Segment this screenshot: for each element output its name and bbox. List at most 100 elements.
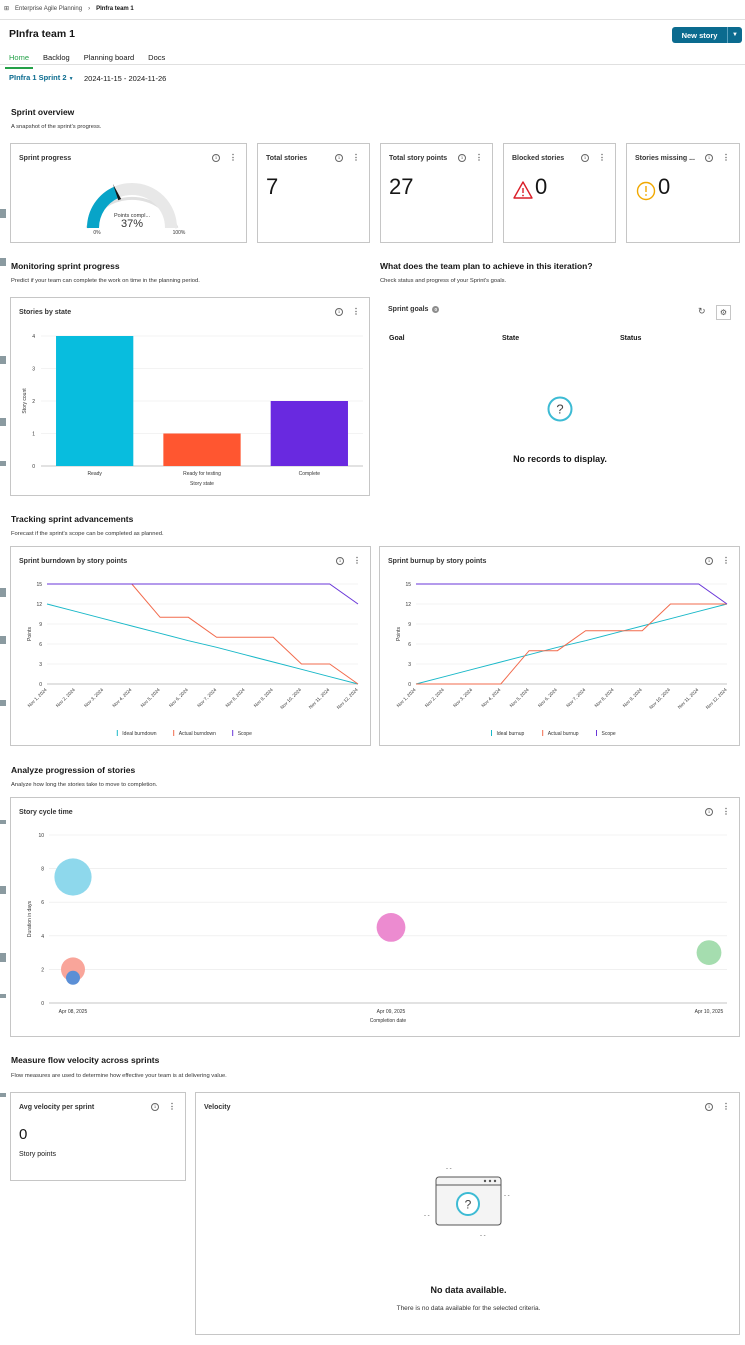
- card-sprint-burndown: Sprint burndown by story points i ⋮ 0 3 6 9 1…: [10, 546, 371, 746]
- overflow-menu-icon[interactable]: ⋮: [229, 153, 237, 162]
- blocked-stories-value: 0: [535, 174, 548, 199]
- gutter-marker: [0, 356, 6, 364]
- y-tick-label: 2: [32, 399, 35, 405]
- gutter-marker: [0, 994, 6, 998]
- card-story-cycle-time: Story cycle time i ⋮ 0 2 4 6 8 10 Apr 08, 2025 A…: [10, 797, 740, 1037]
- progress-gauge: Points compl... 37% 0% 100%: [85, 183, 186, 236]
- info-icon[interactable]: i: [151, 1103, 159, 1111]
- tab-docs[interactable]: Docs: [148, 53, 166, 62]
- goals-column-goal[interactable]: Goal: [389, 335, 405, 342]
- x-tick-label: Nov 7, 2024: [196, 687, 217, 708]
- card-title: Sprint burnup by story points: [388, 558, 487, 565]
- total-stories-value: 7: [266, 174, 279, 199]
- tab-planning-board[interactable]: Planning board: [83, 53, 135, 62]
- x-tick-label: Nov 2, 2024: [55, 687, 76, 708]
- gutter-marker: [0, 461, 6, 466]
- gutter-marker: [0, 209, 6, 218]
- sprint-selector[interactable]: PInfra 1 Sprint 2 ▼: [9, 73, 74, 82]
- bar: [163, 433, 241, 466]
- card-title: Avg velocity per sprint: [19, 1104, 95, 1111]
- overflow-menu-icon[interactable]: ⋮: [598, 153, 606, 162]
- y-tick-label: 4: [32, 334, 35, 340]
- scatter-point: [696, 940, 722, 965]
- info-icon[interactable]: i: [335, 154, 343, 162]
- section-subtitle-measure: Flow measures are used to determine how …: [11, 1073, 227, 1079]
- tab-home[interactable]: Home: [5, 51, 34, 69]
- info-icon[interactable]: i: [705, 557, 713, 565]
- refresh-icon[interactable]: ↻: [698, 306, 706, 316]
- gutter-marker: [0, 636, 6, 644]
- bar: [56, 336, 134, 466]
- x-tick-label: Nov 6, 2024: [537, 687, 558, 708]
- y-tick-label: 1: [32, 432, 35, 438]
- legend: Ideal burnup Actual burnup Scope: [491, 730, 616, 737]
- sprint-goals-count-badge: 0: [432, 306, 439, 313]
- y-tick-label: 12: [405, 602, 411, 608]
- card-velocity: Velocity i ⋮ - - - - - - - - ? No data av…: [195, 1092, 740, 1335]
- breadcrumb-home-icon[interactable]: ⊞: [4, 6, 10, 12]
- series-line: [416, 583, 728, 605]
- cycle-time-chart: 0 2 4 6 8 10 Apr 08, 2025 Apr 09, 2025 Apr 10, 2…: [27, 833, 727, 1024]
- overflow-menu-icon[interactable]: ⋮: [722, 1102, 730, 1111]
- info-icon[interactable]: i: [705, 808, 713, 816]
- gutter-marker: [0, 1093, 6, 1097]
- new-story-label[interactable]: New story: [681, 30, 718, 40]
- sprint-dates: 2024-11-15 - 2024-11-26: [84, 74, 167, 83]
- y-tick-label: 0: [32, 464, 35, 470]
- new-story-dropdown[interactable]: ▼: [727, 27, 742, 43]
- info-icon[interactable]: i: [705, 1103, 713, 1111]
- card-title: Total stories: [266, 155, 308, 162]
- gutter-marker: [0, 700, 6, 706]
- sprint-goals-panel: Sprint goals 0 ↻ ⚙ Goal State Status ? N…: [380, 297, 740, 496]
- overflow-menu-icon[interactable]: ⋮: [168, 1102, 176, 1111]
- x-tick-label: Nov 5, 2024: [509, 687, 530, 708]
- card-blocked-stories: Blocked stories i ⋮ 0: [503, 143, 616, 243]
- goals-column-status[interactable]: Status: [620, 335, 642, 342]
- legend: Ideal burndown Actual burndown Scope: [116, 730, 252, 737]
- info-icon[interactable]: i: [458, 154, 466, 162]
- gauge-percent: 37%: [121, 218, 143, 230]
- y-tick-label: 8: [41, 867, 44, 873]
- overflow-menu-icon[interactable]: ⋮: [722, 153, 730, 162]
- info-icon[interactable]: i: [336, 557, 344, 565]
- tab-backlog[interactable]: Backlog: [43, 53, 70, 62]
- overflow-menu-icon[interactable]: ⋮: [722, 807, 730, 816]
- x-tick-label: Nov 4, 2024: [111, 687, 132, 708]
- gauge-max-label: 100%: [173, 230, 186, 236]
- gutter-marker: [0, 258, 6, 266]
- info-icon[interactable]: i: [212, 154, 220, 162]
- info-icon[interactable]: i: [335, 308, 343, 316]
- y-tick-label: 6: [39, 642, 42, 648]
- gutter-marker: [0, 820, 6, 824]
- overflow-menu-icon[interactable]: ⋮: [352, 153, 360, 162]
- overflow-menu-icon[interactable]: ⋮: [475, 153, 483, 162]
- y-tick-label: 2: [41, 967, 44, 973]
- warning-icon: [513, 181, 533, 199]
- breadcrumb-parent[interactable]: Enterprise Agile Planning: [15, 5, 83, 12]
- chevron-down-icon: ▼: [68, 76, 74, 82]
- y-tick-label: 9: [408, 622, 411, 628]
- y-tick-label: 9: [39, 622, 42, 628]
- card-title: Story cycle time: [19, 809, 73, 816]
- gauge-fill: [87, 186, 120, 229]
- info-icon[interactable]: i: [581, 154, 589, 162]
- breadcrumb-current: PInfra team 1: [96, 5, 134, 12]
- section-subtitle-monitoring: Predict if your team can complete the wo…: [11, 278, 200, 284]
- y-tick-label: 0: [408, 682, 411, 688]
- settings-gear-icon[interactable]: ⚙: [716, 305, 731, 320]
- overflow-menu-icon[interactable]: ⋮: [353, 556, 361, 565]
- series-line: [416, 603, 727, 685]
- goals-column-state[interactable]: State: [502, 335, 520, 342]
- info-icon[interactable]: i: [705, 154, 713, 162]
- new-story-button[interactable]: New story ▼: [672, 27, 742, 43]
- x-tick-label: Ready: [87, 471, 102, 477]
- sprint-name[interactable]: PInfra 1 Sprint 2: [9, 73, 67, 82]
- overflow-menu-icon[interactable]: ⋮: [722, 556, 730, 565]
- x-tick-label: Nov 5, 2024: [140, 687, 161, 708]
- avg-velocity-unit: Story points: [19, 1151, 56, 1158]
- y-tick-label: 3: [39, 662, 42, 668]
- svg-text:- -: - -: [480, 1233, 486, 1239]
- x-tick-label: Apr 08, 2025: [59, 1009, 88, 1015]
- chevron-down-icon: ▼: [732, 32, 738, 38]
- overflow-menu-icon[interactable]: ⋮: [352, 307, 360, 316]
